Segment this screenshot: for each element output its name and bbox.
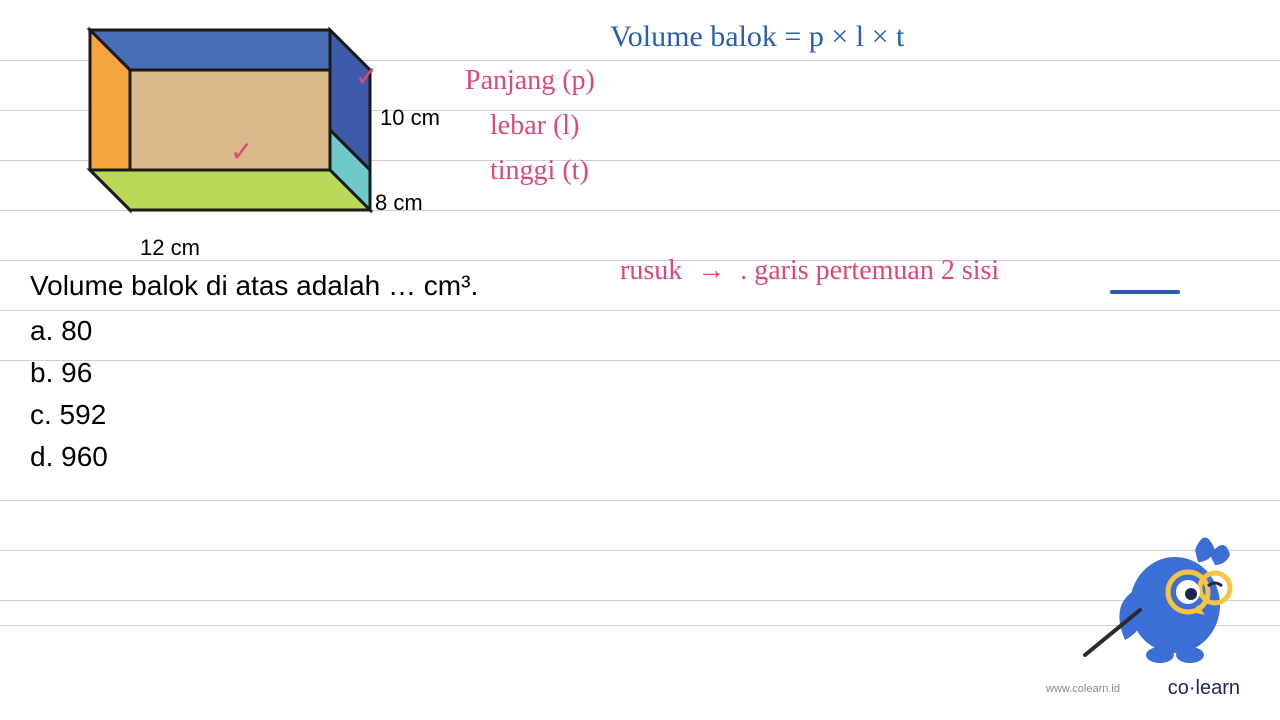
arrow-icon: → — [697, 255, 725, 287]
dimension-width: 8 cm — [375, 190, 423, 216]
option-d: d. 960 — [30, 436, 108, 478]
checkmark-icon: ✓ — [355, 60, 378, 93]
dimension-length: 12 cm — [140, 235, 200, 261]
label-tinggi: tinggi (t) — [490, 155, 589, 187]
question-text: Volume balok di atas adalah … cm³. — [30, 270, 478, 302]
answer-options: a. 80 b. 96 c. 592 d. 960 — [30, 310, 108, 478]
option-a: a. 80 — [30, 310, 108, 352]
option-b: b. 96 — [30, 352, 108, 394]
formula-text: Volume balok = p × l × t — [610, 20, 904, 54]
label-panjang: Panjang (p) — [465, 65, 595, 97]
dimension-height: 10 cm — [380, 105, 440, 131]
rusuk-definition: rusuk → . garis pertemuan 2 sisi — [620, 255, 999, 287]
ruled-line — [0, 500, 1280, 501]
cuboid-diagram: ✓ ✓ — [30, 20, 400, 240]
mascot-owl — [1070, 510, 1250, 690]
checkmark-icon: ✓ — [230, 135, 253, 168]
label-lebar: lebar (l) — [490, 110, 579, 142]
rusuk-word: rusuk — [620, 255, 682, 286]
brand-logo: co·learn — [1168, 677, 1240, 700]
option-c: c. 592 — [30, 394, 108, 436]
ruled-line — [0, 310, 1280, 311]
underline-mark — [1110, 290, 1180, 294]
brand-url: www.colearn.id — [1046, 683, 1120, 695]
ruled-line — [0, 360, 1280, 361]
rusuk-meaning: . garis pertemuan 2 sisi — [740, 255, 999, 286]
